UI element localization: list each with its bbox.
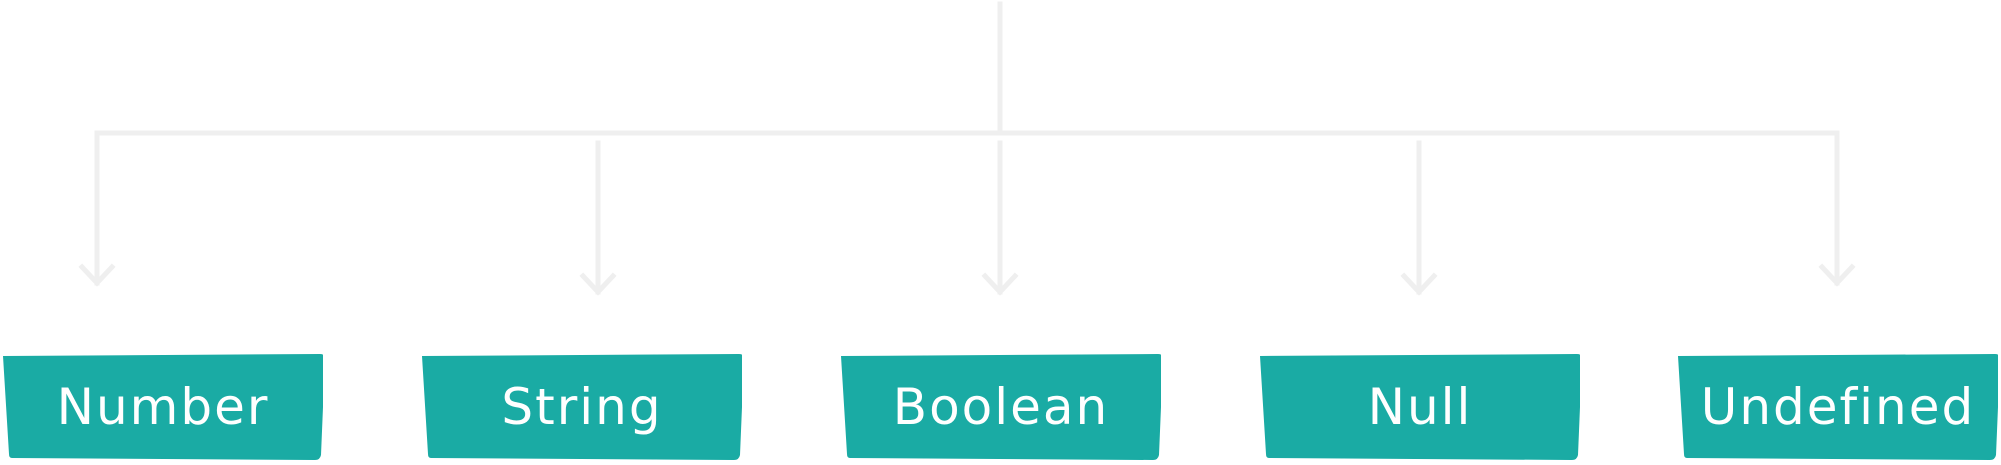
node-shape bbox=[422, 354, 742, 460]
node-string: String bbox=[422, 354, 742, 460]
node-label: Null bbox=[1367, 378, 1473, 436]
node-shape bbox=[3, 354, 323, 460]
node-label: Boolean bbox=[892, 378, 1110, 436]
node-label: Undefined bbox=[1700, 378, 1976, 436]
arrowhead-string-icon bbox=[579, 272, 617, 296]
arrowhead-undefined-icon bbox=[1818, 263, 1856, 287]
arrowhead-boolean-icon bbox=[981, 272, 1019, 296]
arrowhead-number-icon bbox=[78, 263, 116, 287]
node-shape bbox=[1678, 354, 1998, 460]
node-number: Number bbox=[3, 354, 323, 460]
node-null: Null bbox=[1260, 354, 1580, 460]
node-label: Number bbox=[56, 378, 270, 436]
arrowhead-null-icon bbox=[1400, 272, 1438, 296]
node-undefined: Undefined bbox=[1678, 354, 1998, 460]
node-label: String bbox=[501, 378, 663, 436]
node-shape bbox=[841, 354, 1161, 460]
node-boolean: Boolean bbox=[841, 354, 1161, 460]
node-shape bbox=[1260, 354, 1580, 460]
